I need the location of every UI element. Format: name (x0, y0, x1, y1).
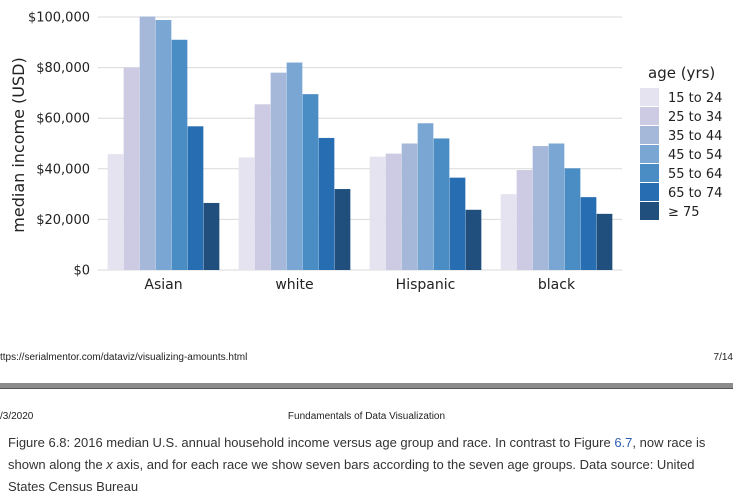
y-tick-label: $20,000 (36, 213, 90, 228)
bar (500, 194, 517, 270)
legend-swatch (640, 107, 659, 125)
bar (596, 213, 613, 270)
legend-swatch (640, 202, 659, 220)
y-tick-label: $40,000 (36, 162, 90, 177)
x-category-label: Asian (144, 277, 182, 293)
y-tick-label: $60,000 (36, 112, 90, 127)
y-tick-label: $100,000 (28, 11, 90, 26)
bar (107, 154, 124, 270)
bar (385, 153, 402, 270)
bar (155, 20, 172, 271)
bar (580, 197, 597, 270)
bar (286, 62, 303, 270)
bar (334, 189, 351, 270)
y-tick-label: $0 (73, 264, 90, 279)
legend-entry-label: 65 to 74 (668, 186, 722, 201)
bar (302, 94, 319, 270)
page-divider (0, 383, 733, 389)
bar (187, 126, 204, 271)
bar (171, 39, 188, 270)
legend-entry-label: 15 to 24 (668, 91, 722, 106)
bar (270, 72, 287, 270)
bars (107, 16, 613, 271)
caption-axis-variable: x (106, 457, 113, 472)
figure-reference-link[interactable]: 6.7 (614, 435, 633, 450)
bar (318, 137, 335, 270)
bar (139, 16, 156, 270)
figure-caption: Figure 6.8: 2016 median U.S. annual hous… (8, 432, 723, 498)
header-date: /3/2020 (0, 411, 34, 422)
bar (532, 146, 549, 270)
footer-url: ttps://serialmentor.com/dataviz/visualiz… (0, 352, 248, 363)
footer-page-number: 7/14 (713, 352, 733, 363)
y-tick-label: $80,000 (36, 61, 90, 76)
legend-title: age (yrs) (648, 64, 715, 82)
bar (433, 138, 450, 270)
caption-text-3: axis, and for each race we show seven ba… (8, 457, 695, 494)
income-bar-chart: $0 $20,000 $40,000 $60,000 $80,000 $100,000 A… (9, 11, 722, 294)
legend-entry-label: ≥ 75 (668, 205, 700, 220)
bar (449, 177, 466, 270)
bar (238, 157, 255, 270)
caption-text-2: , now race is shown along the (8, 435, 706, 472)
legend-swatch (640, 183, 659, 201)
legend-entry-label: 55 to 64 (668, 167, 722, 182)
legend-swatch (640, 88, 659, 106)
bar (369, 156, 386, 270)
legend-swatch (640, 164, 659, 182)
bar (123, 67, 140, 270)
y-axis-ticks: $0 $20,000 $40,000 $60,000 $80,000 $100,000 (28, 11, 90, 279)
header-title: Fundamentals of Data Visualization (287, 411, 446, 422)
bar (564, 168, 581, 270)
bar (254, 104, 271, 270)
caption-text-1: Figure 6.8: 2016 median U.S. annual hous… (8, 435, 615, 450)
legend-swatch (640, 145, 659, 163)
bar (548, 143, 565, 270)
bar (401, 143, 418, 270)
x-category-label: black (538, 277, 576, 293)
legend: age (yrs) 15 to 24 25 to 34 35 to 44 45 to … (640, 64, 722, 220)
legend-swatch (640, 126, 659, 144)
bar (417, 123, 434, 270)
legend-entry-label: 25 to 34 (668, 110, 722, 125)
x-axis-categories: Asian white Hispanic black (144, 277, 576, 293)
x-category-label: Hispanic (396, 277, 456, 293)
y-axis-label: median income (USD) (9, 57, 28, 232)
bar (203, 202, 220, 270)
bar (465, 209, 482, 270)
legend-entry-label: 45 to 54 (668, 148, 722, 163)
x-category-label: white (275, 277, 313, 293)
legend-entry-label: 35 to 44 (668, 129, 722, 144)
bar (516, 170, 533, 270)
